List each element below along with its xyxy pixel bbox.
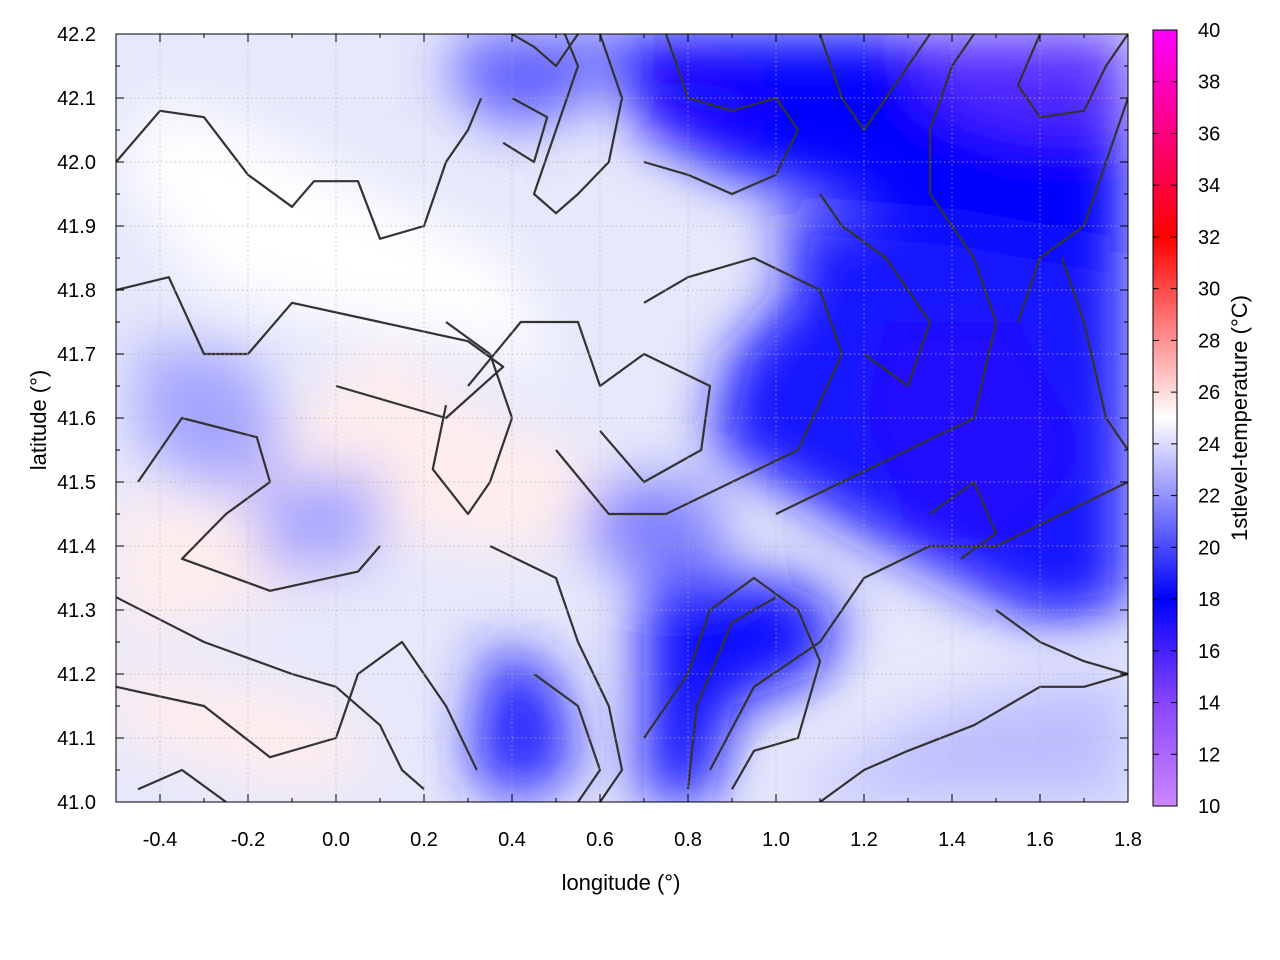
contour-23: [818, 34, 931, 132]
contour-2: [137, 416, 381, 592]
x-tick-label: 1.4: [938, 829, 966, 851]
y-tick-label: 41.1: [57, 728, 96, 750]
y-tick-label: 42.1: [57, 88, 96, 110]
contour-17: [995, 609, 1128, 676]
colorbar-tick-label: 16: [1198, 641, 1220, 663]
x-axis-label: longitude (°): [562, 870, 681, 895]
contour-25: [1060, 257, 1128, 451]
contour-18: [819, 672, 1128, 802]
y-axis: 41.0 41.1 41.2 41.3 41.4 41.5 41.6 41.7 41.8 41.9…: [57, 24, 1128, 814]
y-tick-label: 41.5: [57, 472, 96, 494]
x-tick-label: 0.4: [498, 829, 526, 851]
contour-0: [116, 97, 483, 240]
x-tick-label: 0.2: [410, 829, 438, 851]
y-tick-label: 41.0: [57, 792, 96, 814]
colorbar-tick-label: 36: [1198, 123, 1220, 145]
contour-24: [1016, 34, 1128, 119]
colorbar-tick-label: 28: [1198, 330, 1220, 352]
x-tick-label: -0.4: [143, 829, 177, 851]
colorbar-tick-label: 24: [1198, 434, 1220, 456]
y-tick-label: 42.0: [57, 152, 96, 174]
field-region-12: [468, 642, 578, 802]
x-axis: -0.4 -0.2 0.0 0.2 0.4 0.6 0.8 1.0 1.2 1.4 1.6 1.8: [115, 34, 1142, 851]
contour-12: [686, 596, 777, 790]
colorbar-tick-label: 26: [1198, 382, 1220, 404]
colorbar: 10 12 14 16 18 20 22 24 26 28 30 32 34 36 38 40 1stleve…: [1152, 20, 1252, 818]
y-tick-label: 41.8: [57, 280, 96, 302]
y-tick-label: 41.7: [57, 344, 96, 366]
field-region-6: [908, 34, 1128, 130]
x-tick-label: 1.6: [1026, 829, 1054, 851]
colorbar-label: 1stlevel-temperature (°C): [1227, 295, 1252, 541]
contour-8: [555, 256, 844, 516]
field-region-1: [116, 661, 380, 790]
contour-19: [643, 34, 800, 196]
x-tick-label: 0.0: [322, 829, 350, 851]
x-tick-label: 0.8: [674, 829, 702, 851]
colorbar-ticks: 10 12 14 16 18 20 22 24 26 28 30 32 34 36 38 40: [1153, 20, 1220, 818]
field-region-4: [248, 469, 380, 578]
y-tick-label: 41.9: [57, 216, 96, 238]
contour-5: [137, 768, 227, 802]
x-tick-label: 1.8: [1114, 829, 1142, 851]
colorbar-tick-label: 30: [1198, 279, 1220, 301]
colorbar-gradient: [1152, 29, 1178, 807]
x-tick-label: 0.6: [586, 829, 614, 851]
x-tick-label: 1.0: [762, 829, 790, 851]
contour-22: [511, 34, 579, 68]
colorbar-tick-label: 12: [1198, 744, 1220, 766]
y-tick-label: 41.2: [57, 664, 96, 686]
y-tick-label: 41.4: [57, 536, 96, 558]
x-tick-label: 1.2: [850, 829, 878, 851]
contour-21: [502, 97, 549, 164]
contour-20: [532, 34, 624, 215]
colorbar-tick-label: 32: [1198, 227, 1220, 249]
field-region-10: [864, 322, 1084, 546]
contour-4: [116, 640, 478, 771]
colorbar-tick-label: 20: [1198, 537, 1220, 559]
colorbar-tick-label: 10: [1198, 796, 1220, 818]
colorbar-tick-label: 34: [1198, 175, 1220, 197]
colorbar-tick-label: 22: [1198, 486, 1220, 508]
y-tick-label: 42.2: [57, 24, 96, 46]
y-axis-label: latitude (°): [26, 370, 51, 471]
y-tick-label: 41.3: [57, 600, 96, 622]
contour-13: [709, 481, 1128, 771]
y-tick-label: 41.6: [57, 408, 96, 430]
contour-11: [643, 576, 822, 790]
field-region-14: [578, 482, 732, 578]
colorbar-tick-label: 38: [1198, 72, 1220, 94]
colorbar-tick-label: 40: [1198, 20, 1220, 42]
x-tick-label: -0.2: [231, 829, 265, 851]
contour-1: [116, 276, 505, 420]
colorbar-tick-label: 14: [1198, 693, 1220, 715]
colorbar-tick-label: 18: [1198, 589, 1220, 611]
